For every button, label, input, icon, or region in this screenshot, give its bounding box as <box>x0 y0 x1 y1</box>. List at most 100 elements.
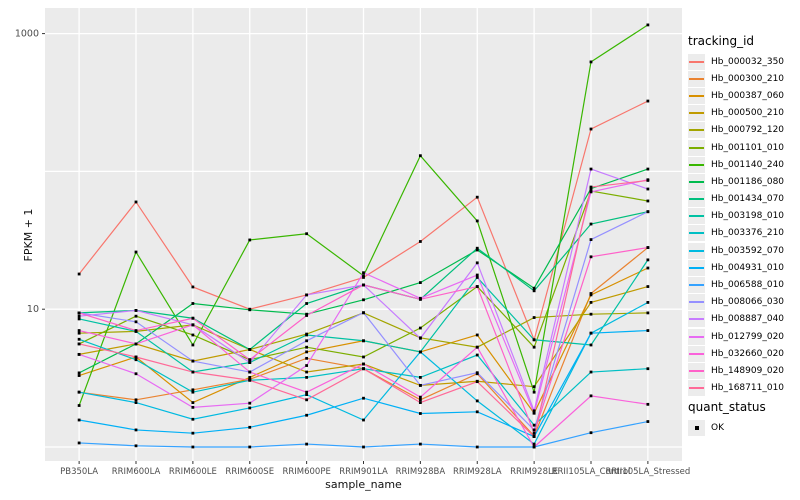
legend-key-icon <box>688 242 705 259</box>
data-point <box>418 442 422 446</box>
data-point <box>77 272 81 276</box>
data-point <box>532 435 536 438</box>
legend-key-icon <box>688 105 705 122</box>
data-point <box>77 352 81 356</box>
legend-item-Hb_001101_010: Hb_001101_010 <box>688 139 798 156</box>
data-point <box>475 410 479 414</box>
data-point <box>362 283 365 287</box>
data-point <box>646 199 650 203</box>
data-point <box>646 285 650 288</box>
x-tick-label: RRIM600LE <box>169 467 217 477</box>
data-point <box>646 179 650 182</box>
data-point <box>362 367 365 371</box>
data-point <box>305 364 309 367</box>
data-point <box>589 60 593 64</box>
data-point <box>134 329 138 332</box>
x-axis-title: sample_name <box>325 478 402 491</box>
data-point <box>646 311 650 315</box>
data-point <box>134 309 138 312</box>
legend-label: Hb_000387_060 <box>711 90 785 101</box>
legend-label: Hb_168711_010 <box>711 383 785 394</box>
y-tick-label: 1000 <box>15 29 39 40</box>
data-point <box>646 420 650 423</box>
data-point <box>305 413 309 417</box>
data-point <box>191 445 195 449</box>
data-point <box>248 361 252 364</box>
data-point <box>362 445 365 449</box>
data-point <box>134 314 138 318</box>
x-tick-label: RRIM600PE <box>282 467 330 477</box>
data-point <box>362 362 365 366</box>
data-point <box>646 329 650 332</box>
legend-label: Hb_001101_010 <box>711 142 785 153</box>
data-point <box>475 248 479 252</box>
data-point <box>589 343 593 347</box>
legend-color-line <box>689 112 704 115</box>
quant-status-key <box>688 419 705 436</box>
data-point <box>305 370 309 374</box>
data-point <box>418 398 422 402</box>
x-tick-label: RRIM901LA <box>339 467 388 477</box>
legend-key-icon <box>688 225 705 242</box>
data-point <box>305 333 309 337</box>
x-tick-label: RRIM600SE <box>225 467 274 477</box>
data-point <box>475 276 479 279</box>
tracking-id-legend: tracking_id Hb_000032_350 Hb_000300_210 Hb… <box>688 34 798 397</box>
data-point <box>77 314 81 318</box>
x-tick-label: RRIM928LA <box>453 467 502 477</box>
legend-title: tracking_id <box>688 34 755 48</box>
data-point <box>589 222 593 226</box>
x-tick-label: RRIM928BA <box>396 467 446 477</box>
data-point <box>646 402 650 406</box>
data-point <box>646 367 650 371</box>
data-point <box>248 445 252 449</box>
data-point <box>589 238 593 241</box>
data-point <box>532 338 536 342</box>
data-point <box>589 312 593 316</box>
data-point <box>418 375 422 379</box>
data-point <box>475 195 479 199</box>
data-point <box>646 266 650 270</box>
data-point <box>305 442 309 446</box>
data-point <box>191 316 195 320</box>
legend-color-line <box>689 60 704 63</box>
legend-color-line <box>689 301 704 304</box>
legend-item-Hb_012799_020: Hb_012799_020 <box>688 328 798 345</box>
quant-status-title: quant_status <box>688 400 766 414</box>
y-axis-title: FPKM + 1 <box>22 208 35 262</box>
data-point <box>305 314 309 317</box>
legend-color-line <box>689 94 704 97</box>
legend-key-icon <box>688 70 705 87</box>
data-point <box>77 317 81 321</box>
data-point <box>362 274 365 278</box>
data-point <box>362 355 365 359</box>
data-point <box>191 370 195 374</box>
data-point <box>589 255 593 259</box>
data-point <box>532 411 536 415</box>
data-point <box>532 390 536 394</box>
legend-label: Hb_148909_020 <box>711 365 785 376</box>
legend-key-icon <box>688 328 705 345</box>
data-point <box>77 329 81 332</box>
data-point <box>418 240 422 243</box>
data-point <box>418 383 422 387</box>
data-point <box>646 301 650 304</box>
data-point <box>77 337 81 341</box>
data-point <box>134 250 138 254</box>
data-point <box>418 412 422 415</box>
data-point <box>532 289 536 293</box>
point-marker-icon <box>694 425 699 430</box>
legend-item-Hb_001434_070: Hb_001434_070 <box>688 191 798 208</box>
legend-item-Hb_000300_210: Hb_000300_210 <box>688 70 798 87</box>
legend-label: Hb_003592_070 <box>711 245 785 256</box>
legend-color-line <box>689 387 704 390</box>
data-point <box>305 345 309 349</box>
data-point <box>532 316 536 319</box>
legend-label: Hb_000792_120 <box>711 125 785 136</box>
legend-key-icon <box>688 345 705 362</box>
legend-color-line <box>689 284 704 287</box>
quant-status-legend: quant_status OK <box>688 400 798 436</box>
data-point <box>248 401 252 405</box>
legend-label: Hb_001186_080 <box>711 176 785 187</box>
data-point <box>248 238 252 242</box>
